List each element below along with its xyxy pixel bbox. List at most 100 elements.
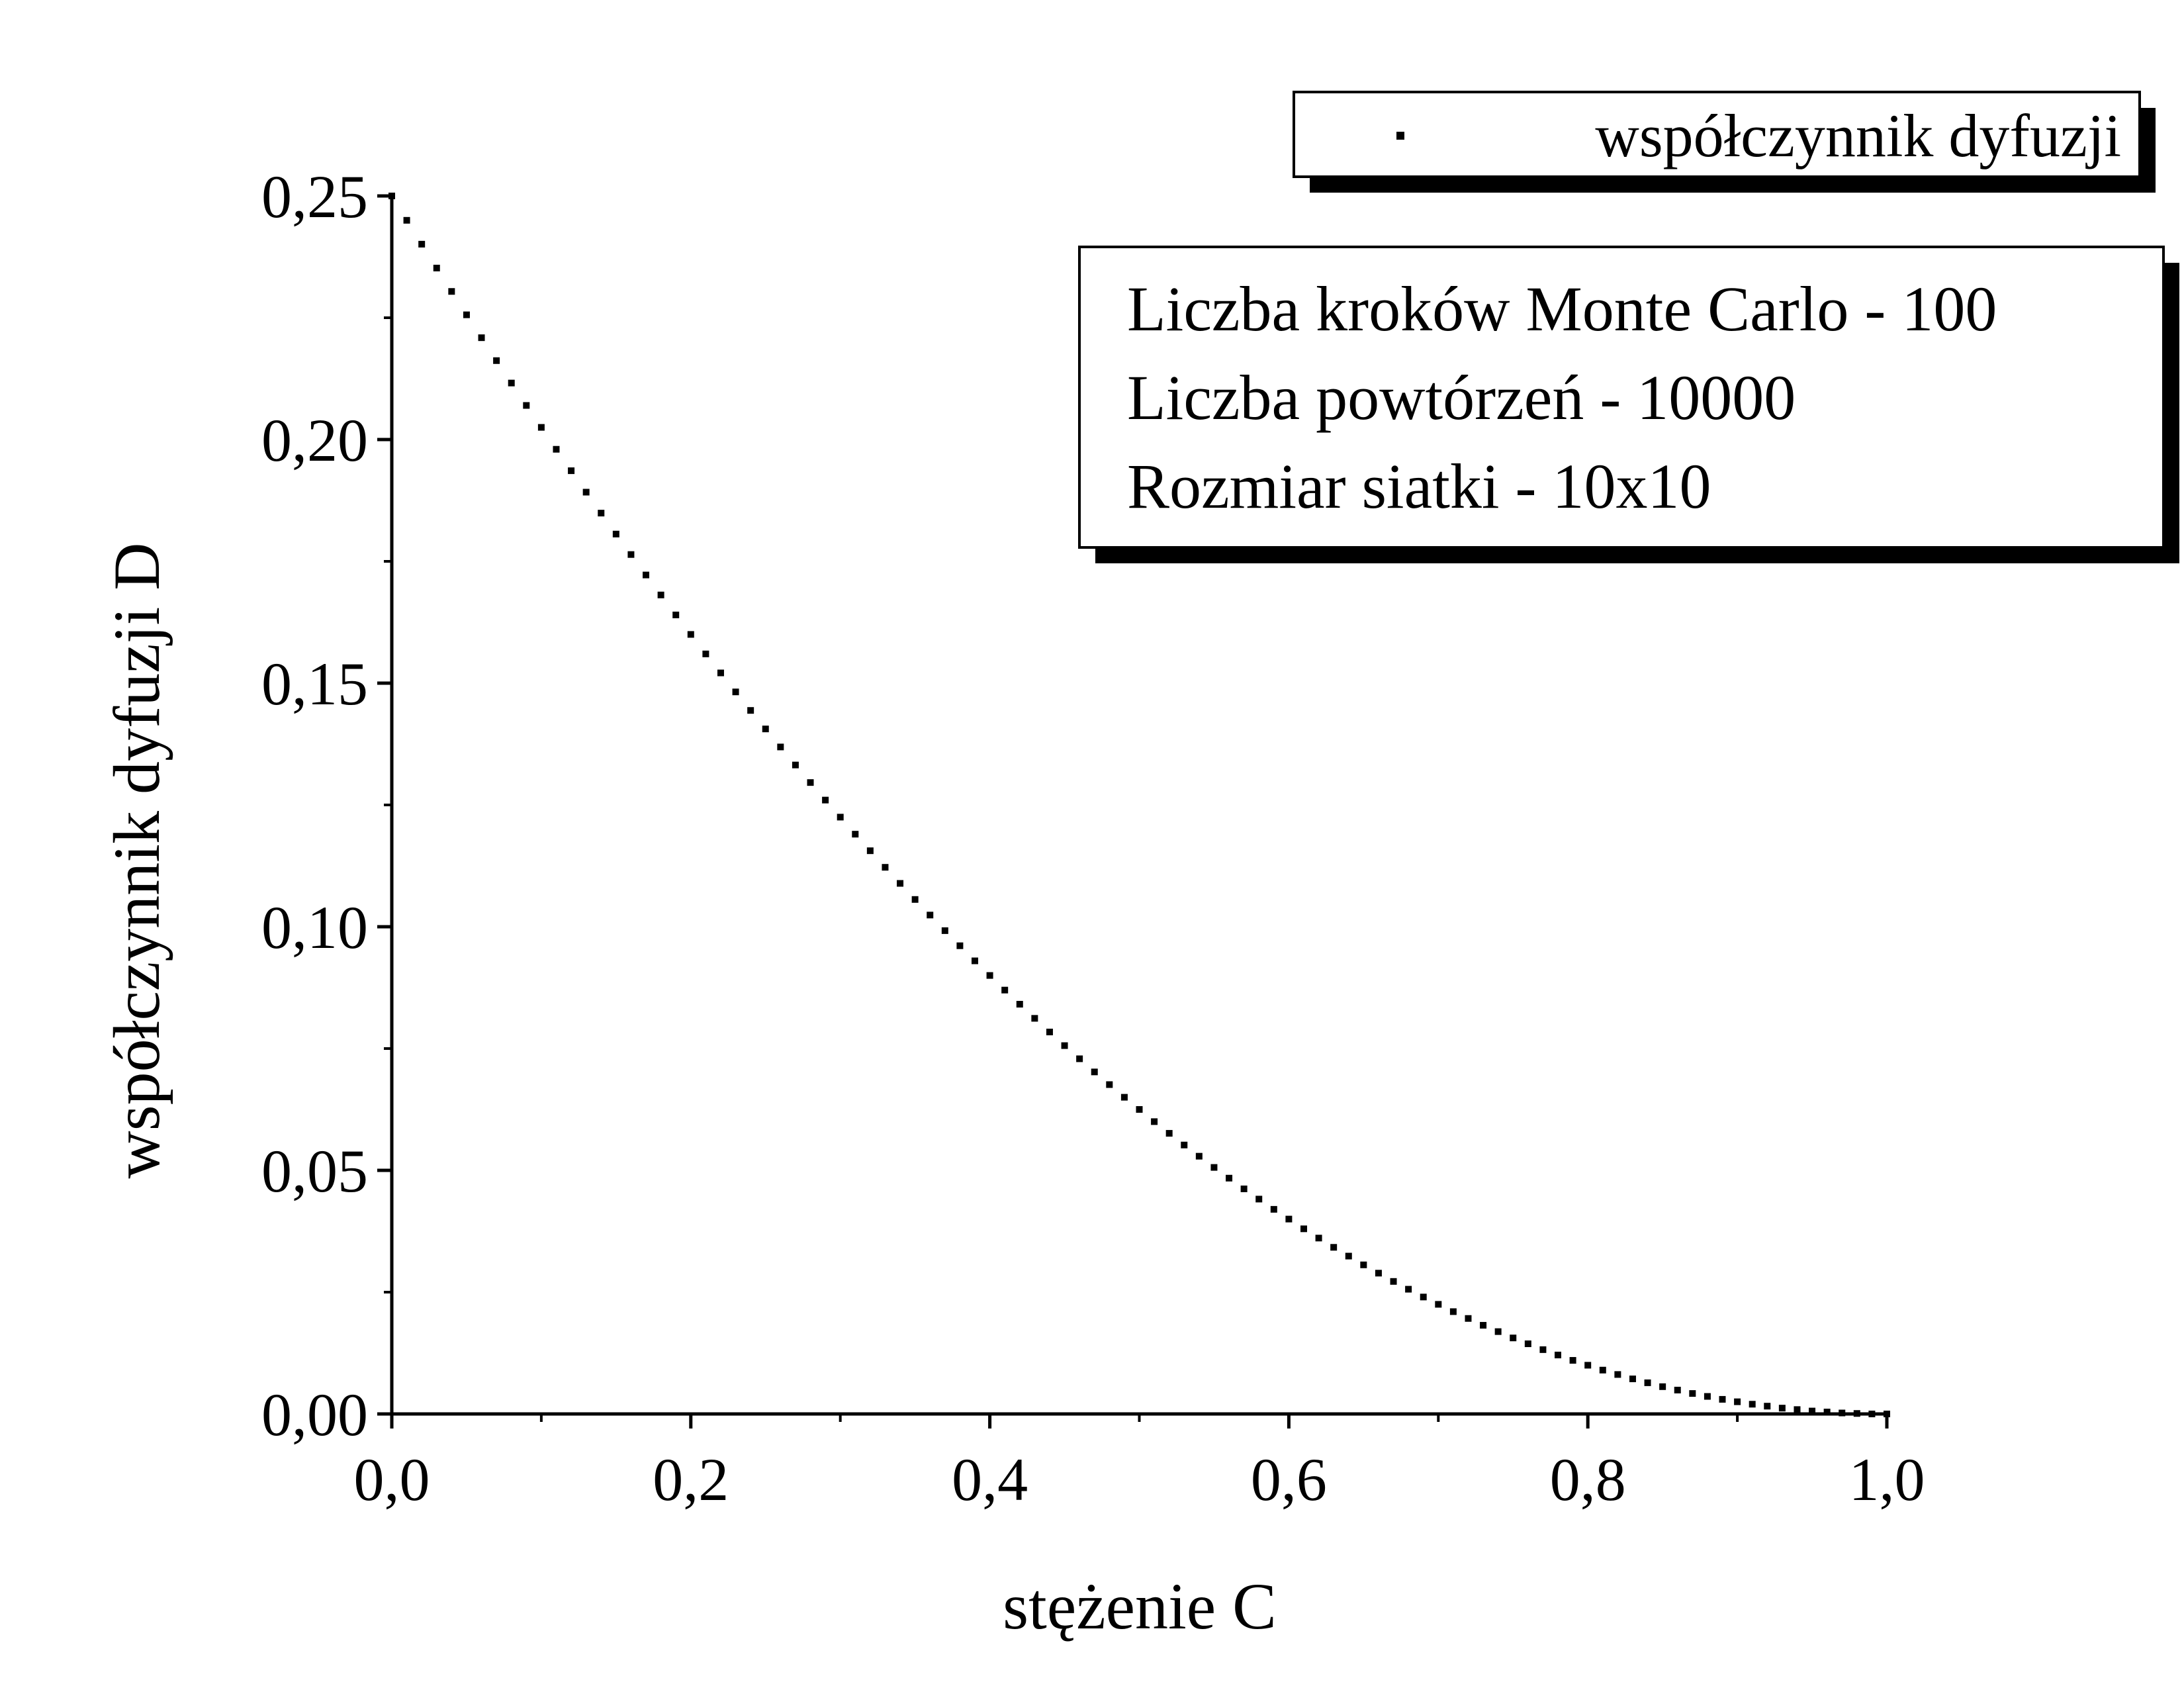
- data-point: [1120, 1094, 1128, 1101]
- data-point: [1689, 1390, 1696, 1397]
- data-point: [897, 880, 904, 887]
- data-point: [1390, 1278, 1397, 1285]
- data-point: [717, 669, 724, 677]
- data-point: [1644, 1379, 1651, 1386]
- data-point: [598, 510, 605, 517]
- data-point: [941, 927, 948, 934]
- y-tick-label: 0,10: [261, 894, 368, 961]
- data-point: [448, 288, 455, 295]
- data-point: [1031, 1015, 1038, 1022]
- data-point: [1210, 1164, 1218, 1171]
- info-box-frame: [1078, 246, 2165, 549]
- data-point: [1420, 1293, 1427, 1301]
- data-point: [1240, 1185, 1248, 1192]
- data-point: [1719, 1395, 1726, 1403]
- data-points: [388, 193, 1890, 1417]
- legend-marker: [1396, 132, 1404, 140]
- data-point: [493, 357, 500, 364]
- data-point: [747, 707, 754, 714]
- info-line-grid-size: Rozmiar siatki - 10x10: [1127, 451, 1711, 522]
- data-point: [1046, 1028, 1053, 1035]
- data-point: [1405, 1286, 1412, 1293]
- data-point: [1494, 1328, 1502, 1335]
- data-point: [568, 467, 575, 475]
- data-point: [612, 530, 619, 538]
- data-point: [537, 424, 545, 431]
- data-point: [956, 942, 964, 949]
- data-point: [1195, 1152, 1203, 1160]
- data-point: [1136, 1106, 1143, 1113]
- y-ticks: 0,00 0,05 0,10 0,15 0,20 0,25: [261, 163, 392, 1448]
- data-point: [672, 611, 680, 618]
- y-tick-label: 0,00: [261, 1381, 368, 1448]
- data-point: [1360, 1261, 1367, 1268]
- data-point: [1868, 1411, 1876, 1417]
- data-point: [1555, 1351, 1562, 1358]
- legend-box: [1293, 91, 2141, 178]
- data-point: [702, 650, 709, 657]
- x-tick-label: 0,6: [1251, 1446, 1327, 1513]
- data-point: [1809, 1407, 1816, 1415]
- data-point: [1480, 1322, 1487, 1329]
- data-point: [1734, 1398, 1741, 1405]
- data-point: [911, 896, 919, 903]
- data-point: [1449, 1308, 1457, 1315]
- y-tick-label: 0,20: [261, 406, 368, 474]
- data-point: [1181, 1141, 1188, 1149]
- data-point: [866, 847, 874, 855]
- data-point: [1749, 1401, 1756, 1408]
- data-point: [403, 216, 410, 224]
- y-tick-label: 0,15: [261, 650, 368, 718]
- data-point: [927, 912, 934, 919]
- data-point: [418, 240, 426, 248]
- data-point: [1629, 1376, 1636, 1383]
- x-tick-label: 0,0: [354, 1446, 430, 1513]
- legend-label: współczynnik dyfuzji: [1595, 102, 2121, 169]
- x-tick-label: 0,8: [1550, 1446, 1626, 1513]
- x-tick-label: 1,0: [1849, 1446, 1925, 1513]
- data-point: [627, 551, 635, 558]
- data-point: [1569, 1357, 1576, 1364]
- data-point: [852, 831, 859, 838]
- data-point: [553, 445, 560, 453]
- data-point: [1255, 1196, 1263, 1203]
- data-point: [388, 193, 395, 199]
- data-point: [643, 571, 650, 579]
- data-point: [1539, 1346, 1547, 1353]
- y-tick-label: 0,05: [261, 1137, 368, 1205]
- data-point: [807, 779, 814, 786]
- data-point: [1764, 1403, 1771, 1410]
- data-point: [1599, 1366, 1606, 1374]
- data-point: [792, 761, 799, 769]
- data-point: [508, 379, 515, 387]
- data-point: [1061, 1042, 1068, 1049]
- data-point: [1614, 1371, 1621, 1378]
- data-point: [1270, 1205, 1277, 1213]
- data-point: [1853, 1410, 1860, 1417]
- x-axis-title: stężenie C: [1003, 1570, 1277, 1643]
- legend: współczynnik dyfuzji: [1293, 91, 2156, 193]
- data-point: [882, 864, 889, 871]
- data-point: [777, 743, 784, 751]
- data-point: [1510, 1335, 1517, 1342]
- data-point: [1839, 1409, 1846, 1417]
- data-point: [1300, 1225, 1307, 1233]
- x-tick-label: 0,4: [952, 1446, 1028, 1513]
- info-box: Liczba kroków Monte Carlo - 100 Liczba p…: [1078, 246, 2179, 563]
- data-point: [1330, 1244, 1338, 1251]
- data-point: [1704, 1393, 1711, 1400]
- data-point: [1674, 1386, 1681, 1393]
- info-line-mc-steps: Liczba kroków Monte Carlo - 100: [1127, 273, 1997, 344]
- data-point: [972, 957, 979, 964]
- data-point: [657, 591, 664, 598]
- data-point: [1091, 1068, 1098, 1076]
- data-point: [822, 796, 829, 804]
- data-point: [1823, 1409, 1831, 1416]
- data-point: [1524, 1340, 1531, 1348]
- data-point: [1106, 1081, 1113, 1088]
- data-point: [1016, 1001, 1023, 1008]
- data-point: [1794, 1406, 1801, 1413]
- data-point: [837, 814, 844, 821]
- data-point: [687, 631, 694, 638]
